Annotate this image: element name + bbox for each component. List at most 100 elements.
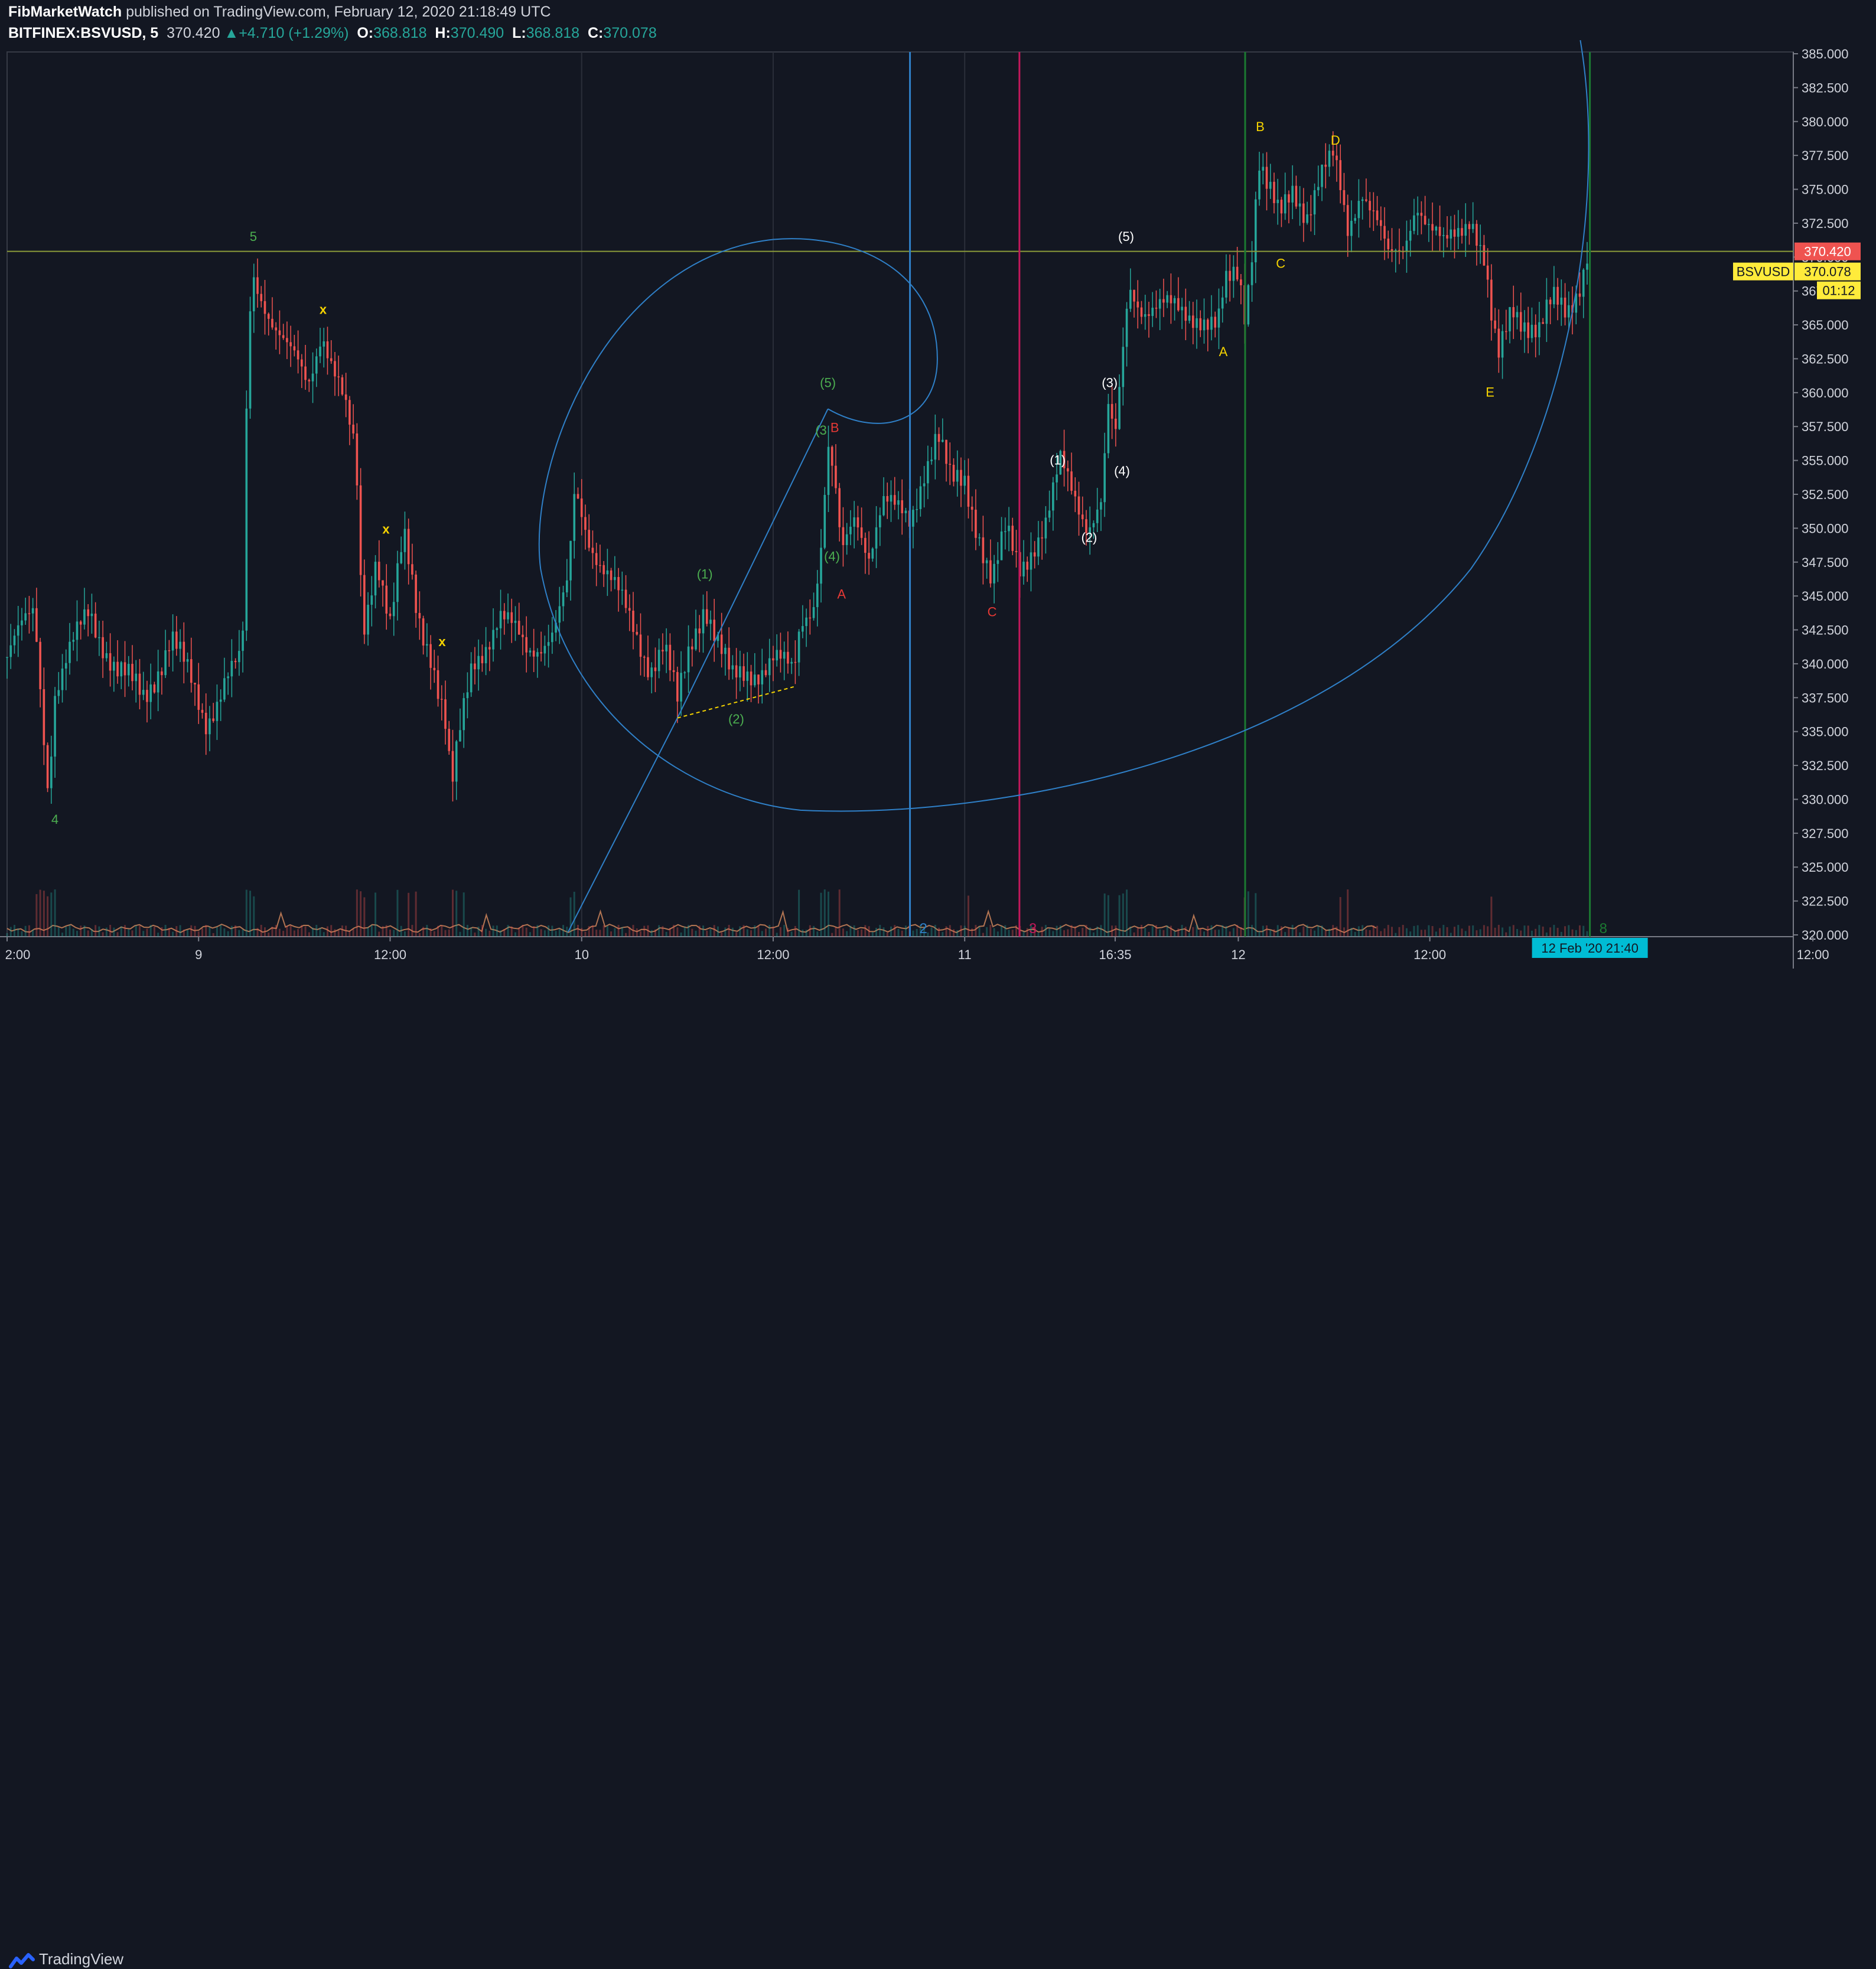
volume-bar <box>897 928 900 937</box>
volume-bar <box>842 928 844 937</box>
candle-body <box>1037 537 1040 557</box>
volume-bar <box>444 930 447 937</box>
last-price-tag <box>1794 242 1861 260</box>
candle-body <box>875 527 878 549</box>
wave-label: 4 <box>51 812 58 827</box>
volume-bar <box>1225 925 1227 937</box>
wave-label: (2) <box>728 712 744 726</box>
price-chart[interactable]: 385.000 382.500 380.000 377.500 375.000 372.5… <box>0 0 1876 1016</box>
candle-body <box>72 640 75 642</box>
volume-bar <box>69 925 71 937</box>
candle-body <box>477 656 480 670</box>
volume-bar <box>1347 889 1349 937</box>
volume-bar <box>1556 928 1559 937</box>
candle-body <box>912 510 914 527</box>
volume-bar <box>441 925 443 937</box>
candle-body <box>1556 286 1559 305</box>
volume-bar <box>514 932 516 937</box>
volume-bar <box>1497 925 1500 937</box>
candle-body <box>864 537 867 553</box>
volume-bar <box>356 889 358 937</box>
candle-body <box>330 358 333 361</box>
volume-bar <box>691 928 693 937</box>
candle-body <box>1357 201 1360 219</box>
volume-bar <box>223 928 226 937</box>
volume-bar <box>1586 931 1588 937</box>
candle-body <box>768 658 771 676</box>
volume-bar <box>227 931 229 937</box>
volume-bar <box>923 926 926 937</box>
volume-bar <box>220 925 222 937</box>
candle-body <box>1140 307 1143 317</box>
candle-body <box>985 560 988 563</box>
wave-label: x <box>320 302 327 317</box>
candle-body <box>1331 151 1334 156</box>
candle-body <box>1158 299 1161 309</box>
volume-bar <box>912 930 914 937</box>
candle-body <box>1262 167 1265 171</box>
volume-bar <box>403 931 406 937</box>
volume-bar <box>1232 928 1235 937</box>
x-tick-label: 11 <box>958 947 972 962</box>
candle-body <box>444 699 447 729</box>
volume-bar <box>1077 932 1080 937</box>
symbol-name[interactable]: BITFINEX:BSVUSD, 5 <box>8 25 159 41</box>
candle-body <box>624 589 627 608</box>
volume-bar <box>1044 925 1047 937</box>
volume-bar <box>50 892 53 937</box>
volume-bar <box>669 928 671 937</box>
candle-body <box>1435 226 1438 231</box>
volume-bar <box>1516 929 1519 937</box>
volume-bar <box>245 889 247 937</box>
candle-body <box>1450 229 1452 239</box>
y-tick-label: 380.000 <box>1802 115 1849 129</box>
symbol-tag <box>1733 262 1793 281</box>
volume-bar <box>698 925 701 937</box>
volume-bar <box>374 892 377 937</box>
volume-bar <box>1387 925 1389 937</box>
candle-body <box>1196 318 1198 328</box>
candle-body <box>595 553 598 565</box>
y-tick-label: 375.000 <box>1802 182 1849 197</box>
volume-bar <box>798 889 800 937</box>
candle-body <box>636 631 639 635</box>
volume-bar <box>1431 926 1434 937</box>
volume-bar <box>323 932 325 937</box>
volume-bar <box>975 925 977 937</box>
y-tick-label: 340.000 <box>1802 657 1849 671</box>
volume-bar <box>518 927 520 937</box>
volume-bar <box>135 925 137 937</box>
tradingview-logo-icon[interactable] <box>8 1951 35 1969</box>
candle-body <box>695 628 697 650</box>
candle-body <box>797 631 800 663</box>
volume-bar <box>1542 926 1544 937</box>
volume-bar <box>621 927 623 937</box>
candle-body <box>183 641 185 662</box>
volume-bar <box>1527 925 1529 937</box>
candle-body <box>720 634 723 654</box>
volume-bar <box>157 933 159 937</box>
volume-bar <box>813 925 815 937</box>
volume-bar <box>577 925 579 937</box>
volume-bar <box>1170 925 1172 937</box>
candle-body <box>978 537 981 539</box>
volume-bar <box>1317 925 1320 937</box>
volume-bar <box>172 931 174 937</box>
volume-bar <box>1461 928 1463 937</box>
candle-body <box>1313 190 1316 215</box>
volume-bar <box>543 930 546 937</box>
candle-body <box>411 564 413 575</box>
tradingview-brand[interactable]: TradingView <box>39 1950 124 1968</box>
volume-bar <box>742 925 745 937</box>
candle-body <box>271 318 273 328</box>
candle-body <box>989 560 992 583</box>
volume-bar <box>1520 930 1522 937</box>
candle-body <box>967 475 970 507</box>
candle-body <box>1173 298 1176 304</box>
candle-body <box>683 672 686 673</box>
candle-body <box>1276 200 1279 203</box>
candle-body <box>186 659 189 662</box>
candle-body <box>809 617 812 619</box>
volume-bar <box>1103 893 1106 937</box>
publisher-name[interactable]: FibMarketWatch <box>8 4 122 20</box>
